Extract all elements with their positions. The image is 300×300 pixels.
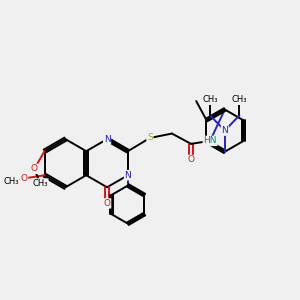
Text: S: S <box>147 134 153 142</box>
Text: N: N <box>221 126 228 135</box>
Text: N: N <box>124 171 131 180</box>
Text: CH₃: CH₃ <box>4 177 19 186</box>
Text: N: N <box>104 135 110 144</box>
Text: CH₃: CH₃ <box>202 95 218 104</box>
Text: O: O <box>20 174 28 183</box>
Text: O: O <box>103 199 111 208</box>
Text: CH₃: CH₃ <box>232 95 247 104</box>
Text: HN: HN <box>203 136 217 146</box>
Text: CH₃: CH₃ <box>32 179 48 188</box>
Text: O: O <box>188 155 194 164</box>
Text: O: O <box>31 164 38 173</box>
